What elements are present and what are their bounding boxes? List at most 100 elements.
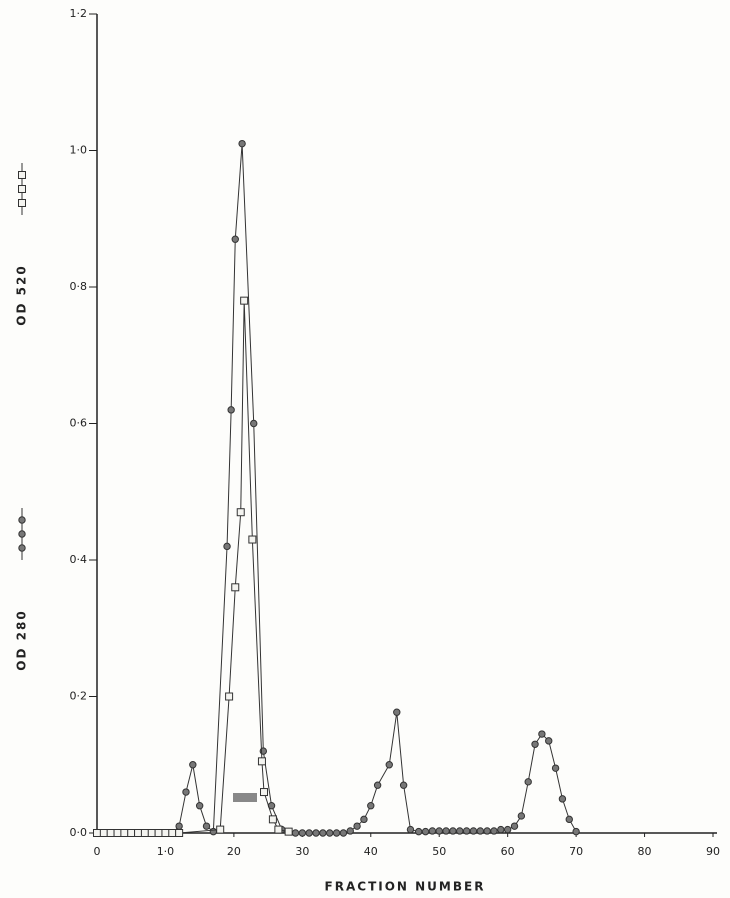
marker: [209, 827, 218, 836]
marker: [175, 822, 183, 830]
marker: [284, 827, 293, 836]
x-tick-label: 50: [432, 845, 446, 858]
marker: [503, 825, 512, 834]
marker: [510, 822, 519, 830]
marker: [274, 825, 283, 834]
x-tick-label: 70: [569, 845, 583, 858]
marker: [231, 235, 239, 243]
marker: [268, 815, 277, 824]
marker: [18, 185, 26, 193]
x-tick-label: 0: [94, 845, 101, 858]
x-tick-label: 80: [638, 845, 652, 858]
marker: [545, 737, 553, 745]
marker: [236, 508, 245, 517]
y-tick-label: 0·4: [70, 553, 88, 566]
marker: [140, 829, 149, 837]
marker: [393, 708, 401, 716]
marker: [538, 730, 546, 738]
marker: [353, 822, 361, 830]
series-line: [97, 300, 289, 834]
marker: [257, 757, 266, 766]
y-tick-label: 1·0: [70, 144, 88, 157]
marker: [216, 825, 225, 834]
y-tick-label: 0·0: [70, 826, 88, 839]
y-tick-label: 0·6: [70, 417, 88, 430]
marker: [182, 788, 190, 796]
marker: [339, 829, 348, 837]
marker: [490, 827, 498, 835]
y-tick-label: 0·8: [70, 280, 88, 293]
legend-label: OD 280: [15, 609, 29, 670]
marker: [565, 815, 573, 824]
marker: [240, 296, 249, 305]
marker: [332, 829, 341, 837]
series-line: [97, 143, 577, 834]
marker: [202, 822, 211, 830]
marker: [373, 781, 382, 789]
marker: [120, 829, 129, 837]
marker: [225, 692, 234, 701]
marker: [18, 199, 26, 207]
marker: [93, 829, 101, 837]
marker: [161, 829, 170, 837]
marker: [414, 827, 423, 836]
marker: [227, 406, 235, 414]
marker: [406, 825, 415, 834]
marker: [260, 788, 269, 797]
marker: [435, 827, 443, 835]
marker: [223, 542, 231, 551]
y-tick-label: 0·2: [70, 690, 88, 703]
marker: [558, 795, 567, 803]
marker: [421, 827, 430, 836]
marker: [312, 829, 320, 837]
marker: [154, 829, 163, 837]
marker: [399, 781, 408, 789]
gel-mark: [233, 793, 257, 802]
marker: [524, 778, 532, 786]
marker: [428, 827, 437, 835]
marker: [360, 815, 368, 824]
marker: [238, 139, 246, 148]
x-axis-title: FRACTION NUMBER: [325, 880, 486, 894]
marker: [385, 761, 393, 769]
marker: [531, 740, 539, 748]
marker: [298, 829, 307, 837]
marker: [195, 802, 204, 810]
marker: [250, 419, 258, 428]
x-tick-label: 20: [227, 845, 241, 858]
marker: [113, 829, 122, 837]
marker: [517, 812, 526, 820]
x-tick-label: 90: [706, 845, 720, 858]
marker: [168, 829, 177, 837]
marker: [134, 829, 143, 837]
x-tick-label: 40: [364, 845, 378, 858]
marker: [291, 829, 300, 837]
marker: [18, 516, 26, 524]
marker: [127, 829, 136, 837]
marker: [231, 583, 240, 592]
marker: [469, 827, 478, 835]
marker: [449, 827, 457, 835]
x-tick-label: 30: [295, 845, 309, 858]
marker: [326, 829, 334, 837]
x-tick-label: 60: [501, 845, 515, 858]
marker: [147, 829, 156, 837]
marker: [346, 827, 354, 835]
marker: [18, 544, 26, 552]
marker: [456, 827, 464, 835]
marker: [305, 829, 313, 837]
marker: [319, 829, 327, 837]
marker: [99, 829, 108, 837]
marker: [248, 535, 257, 544]
marker: [189, 761, 197, 769]
marker: [483, 827, 491, 835]
marker: [572, 827, 580, 836]
marker: [18, 530, 26, 538]
y-tick-label: 1·2: [70, 7, 88, 20]
marker: [18, 171, 26, 179]
marker: [551, 764, 560, 772]
marker: [462, 827, 471, 835]
x-tick-label: 1·0: [157, 845, 175, 858]
marker: [106, 829, 115, 837]
marker: [497, 825, 505, 834]
